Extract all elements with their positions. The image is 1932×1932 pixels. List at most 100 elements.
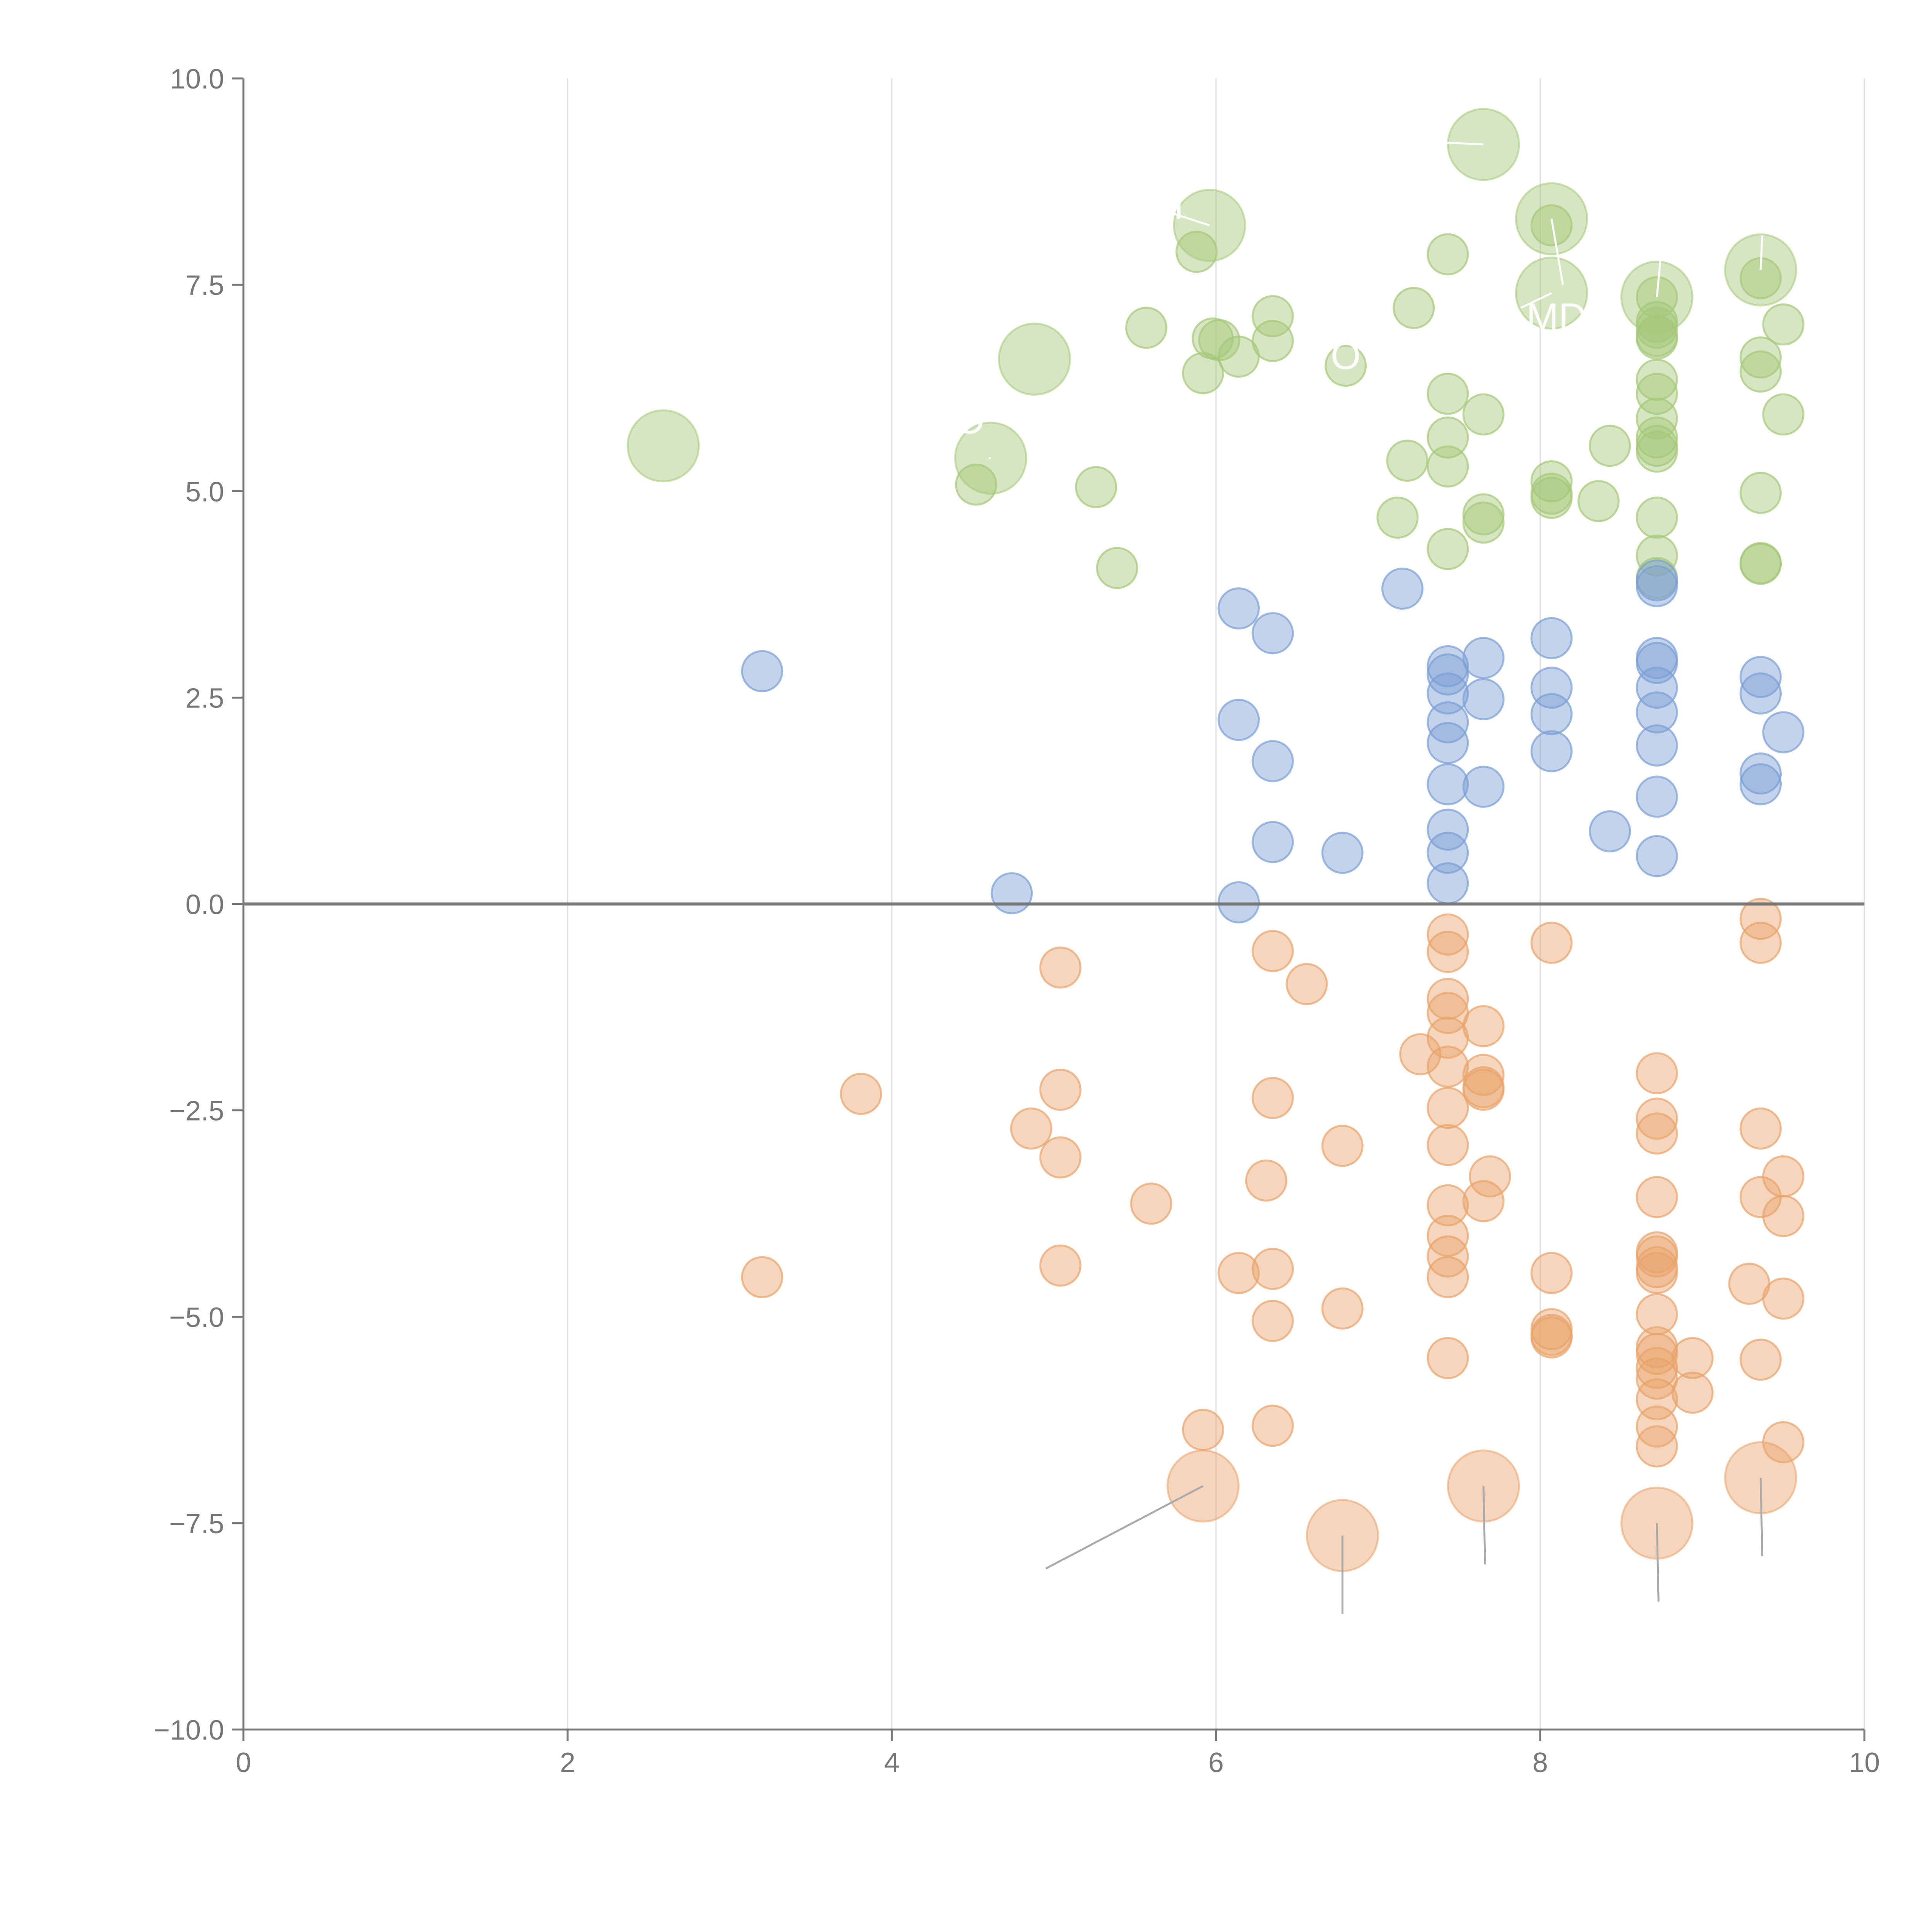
y-tick-label: 5.0	[185, 476, 224, 507]
x-tick-label: 6	[1208, 1747, 1224, 1778]
upper-point	[1636, 372, 1678, 415]
lower-point	[1762, 1155, 1804, 1198]
upper-point	[1096, 547, 1138, 589]
annotation-label: MD	[1526, 296, 1587, 339]
lower-point	[1427, 1337, 1469, 1379]
upper-point	[1325, 345, 1367, 387]
upper-point	[1740, 542, 1782, 584]
lower-point	[1427, 1087, 1469, 1129]
middle-point	[1462, 765, 1505, 808]
lower-point	[1039, 1068, 1082, 1111]
annotation-label: O	[954, 399, 985, 442]
lower-point	[840, 1073, 882, 1115]
upper-point	[1376, 497, 1419, 539]
middle-point	[1740, 752, 1782, 795]
lower-point	[1636, 1235, 1678, 1278]
x-tick-label: 8	[1532, 1747, 1548, 1778]
lower-point	[1252, 1248, 1294, 1290]
middle-point	[1636, 565, 1678, 607]
middle-point	[1740, 763, 1782, 806]
y-tick-label: 0.0	[185, 889, 224, 920]
lower-point	[1671, 1337, 1714, 1379]
middle-point	[1321, 832, 1364, 874]
middle-point	[1427, 832, 1469, 874]
x-tick-label: 0	[236, 1747, 251, 1778]
annotation-label: O	[1331, 334, 1361, 378]
middle-point	[1636, 642, 1678, 684]
lower-point	[1462, 1054, 1505, 1096]
middle-point	[1636, 724, 1678, 767]
middle-point	[1252, 821, 1294, 863]
middle-point	[1530, 693, 1573, 735]
lower-leader-line	[1656, 1523, 1660, 1602]
lower-point	[1762, 1277, 1804, 1320]
middle-point	[1427, 808, 1469, 851]
lower-point	[1039, 1136, 1082, 1179]
lower-point	[1462, 1180, 1505, 1223]
plot-area	[627, 108, 1804, 1572]
middle-point	[1381, 567, 1423, 610]
lower-point	[1427, 913, 1469, 956]
middle-point	[1636, 667, 1678, 709]
lower-point	[1462, 1005, 1505, 1048]
lower-leader-line	[1760, 1478, 1764, 1556]
lower-point	[1252, 930, 1294, 972]
middle-point	[1530, 730, 1573, 772]
middle-point	[990, 872, 1033, 915]
upper-point	[1075, 466, 1117, 509]
y-tick-label: 7.5	[185, 270, 224, 301]
leader-lines	[989, 141, 1764, 1614]
middle-point	[1462, 637, 1505, 679]
upper-point	[1636, 534, 1678, 577]
lower-point	[1740, 1107, 1782, 1150]
lower-point	[1252, 1299, 1294, 1342]
lower-point	[1252, 1405, 1294, 1447]
upper-leader-line	[1656, 245, 1663, 298]
lower-point	[1218, 1252, 1260, 1294]
lower-point	[1399, 1033, 1442, 1075]
lower-point	[1427, 930, 1469, 973]
upper-point	[1740, 472, 1782, 514]
upper-point	[1636, 430, 1678, 473]
middle-point	[1762, 711, 1804, 753]
lower-point	[741, 1256, 783, 1298]
upper-point	[1252, 295, 1294, 337]
upper-point	[1740, 350, 1782, 393]
lower-point	[1530, 1316, 1573, 1359]
lower-point	[1245, 1159, 1287, 1202]
x-tick-label: 10	[1849, 1747, 1880, 1778]
lower-point	[1740, 922, 1782, 964]
upper-leader-line	[1550, 218, 1564, 285]
middle-point	[1218, 587, 1260, 630]
upper-leader-line	[1520, 292, 1552, 309]
lower-leader-line	[1482, 1486, 1486, 1565]
lower-point	[1636, 1112, 1678, 1155]
upper-point	[1636, 317, 1678, 360]
middle-point	[1740, 656, 1782, 698]
upper-point	[1636, 497, 1678, 539]
lower-point	[1530, 922, 1573, 964]
lower-leader-line	[1045, 1485, 1204, 1570]
upper-point	[1427, 445, 1469, 488]
lower-point	[1636, 1347, 1678, 1389]
lower-point	[1740, 1338, 1782, 1381]
lower-point	[1636, 1097, 1678, 1140]
middle-point	[1427, 722, 1469, 764]
annotation-label: T	[1167, 184, 1190, 227]
lower-point	[1636, 1252, 1678, 1294]
y-tick-label: 10.0	[170, 64, 224, 95]
y-tick-label: 2.5	[185, 683, 224, 714]
upper-point	[1530, 476, 1573, 519]
lower-point	[1427, 1256, 1469, 1298]
x-tick-label: 2	[560, 1747, 575, 1778]
middle-point	[1530, 617, 1573, 660]
upper-point	[1462, 501, 1505, 544]
y-tick-label: −10.0	[154, 1715, 224, 1746]
middle-point	[741, 650, 783, 692]
middle-point	[1588, 810, 1631, 852]
lower-point	[1321, 1124, 1364, 1167]
upper-highlighted-point	[998, 322, 1071, 396]
lower-point	[1462, 1068, 1505, 1111]
lower-point	[1182, 1408, 1224, 1451]
